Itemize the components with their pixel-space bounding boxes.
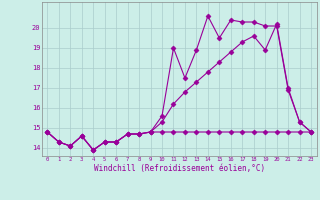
X-axis label: Windchill (Refroidissement éolien,°C): Windchill (Refroidissement éolien,°C) <box>94 164 265 173</box>
